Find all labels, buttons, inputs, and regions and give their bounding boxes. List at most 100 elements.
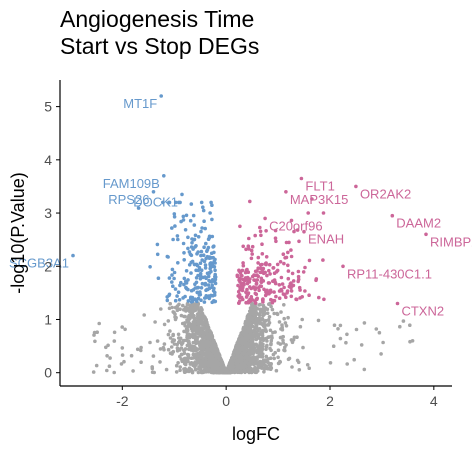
data-point [245,287,249,292]
data-point [197,293,202,297]
data-point [292,335,297,340]
data-point [303,265,307,270]
data-point [213,277,218,282]
data-point [182,276,187,281]
data-point [204,318,208,323]
data-point [260,262,264,267]
data-point [201,315,206,319]
data-point [276,355,280,360]
data-point [112,370,116,375]
data-point [184,286,189,291]
data-point [258,225,262,230]
data-point [175,306,179,311]
data-point [238,354,243,358]
data-point [199,268,204,273]
data-point [162,174,166,178]
data-point [257,363,262,367]
data-point [239,281,244,286]
data-point [170,305,174,310]
data-point [345,362,350,366]
data-point [245,337,250,342]
data-point [294,297,298,302]
data-point [201,205,205,209]
data-point [252,334,257,339]
data-point [241,244,245,249]
data-point [256,261,260,265]
data-point [241,261,245,265]
data-point [173,287,178,291]
data-point [248,345,253,350]
data-point [212,299,217,304]
data-point [297,239,301,244]
data-point [182,338,187,343]
data-point [178,368,182,373]
data-point [289,294,294,299]
data-point [119,362,124,366]
data-point [205,333,210,337]
data-point [162,322,167,327]
data-point [187,335,192,340]
data-point [193,245,197,249]
data-point [185,303,190,307]
data-point [182,348,186,353]
data-point [189,356,194,361]
data-point [213,357,218,362]
data-point [170,280,174,284]
data-point [196,285,200,290]
data-point [169,345,174,349]
data-point [290,365,294,369]
data-point [108,356,112,360]
data-point [273,350,278,355]
data-point [167,276,172,280]
data-point [359,343,364,347]
data-point [252,319,257,324]
data-point [253,278,257,283]
data-point [261,303,266,308]
data-point [189,307,193,311]
y-tick-label: 0 [44,365,52,381]
data-point [252,273,256,277]
data-point [207,296,212,301]
data-point [195,354,200,358]
data-point [338,336,343,341]
data-point [204,256,208,261]
data-point [291,279,296,283]
data-point [182,361,187,366]
data-point [302,229,306,234]
data-point [199,200,204,205]
data-point [258,321,263,326]
data-point [270,307,275,312]
data-point [263,216,267,221]
data-point [123,327,127,332]
data-point [151,190,156,194]
data-point [187,263,192,267]
x-axis-label: logFC [232,424,280,444]
gene-label: DAAM2 [396,216,441,231]
data-point [167,306,172,311]
data-point [189,300,194,304]
data-point [237,365,241,370]
data-point [136,206,141,210]
data-point [193,233,198,238]
data-point [107,364,112,369]
data-point [183,305,188,310]
data-point [196,322,200,326]
data-point [207,363,211,367]
data-point [249,256,254,261]
data-point [252,349,257,353]
data-point [265,288,269,293]
data-point [180,321,185,326]
data-point [260,252,265,256]
data-point [199,298,203,303]
data-point [155,252,160,257]
data-point [197,312,202,317]
data-point [202,245,206,249]
data-point [139,360,143,365]
data-point [189,288,194,293]
data-point [207,368,211,372]
data-point [257,303,261,307]
data-point [187,344,191,348]
data-point [247,236,251,241]
data-point [289,248,293,252]
data-point [273,236,278,240]
